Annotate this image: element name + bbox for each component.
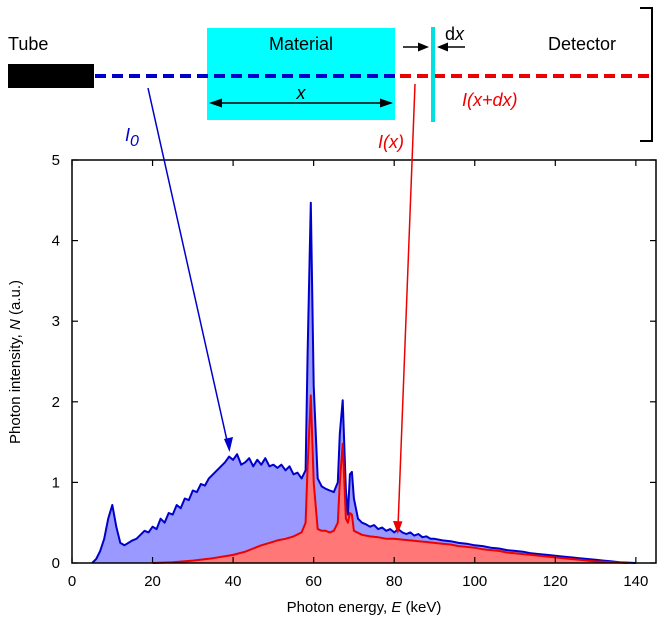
x-tick-label: 0	[68, 573, 76, 590]
ix-leader-arrow	[397, 83, 416, 528]
y-tick-label: 2	[52, 394, 60, 411]
x-axis-title-unit: (keV)	[401, 599, 441, 616]
x-tick-label: 120	[543, 573, 568, 590]
i0-leader-arrow	[147, 87, 229, 446]
detector-bracket	[640, 7, 653, 142]
tube-block	[8, 64, 94, 88]
slice-dx	[431, 27, 435, 122]
material-label: Material	[269, 34, 333, 54]
i0-label: I0	[125, 125, 139, 150]
x-axis-title-var: E	[391, 599, 402, 616]
y-tick-label: 0	[52, 555, 60, 572]
ticks-layer: 0 20 40 60 80 100 120 140 0 1 2 3 4 5	[52, 152, 656, 590]
x-tick-label: 60	[305, 573, 322, 590]
dx-label-x: x	[454, 24, 465, 44]
i0-leader-arrowhead	[224, 437, 233, 452]
y-tick-label: 3	[52, 313, 60, 330]
series-1-line	[152, 394, 628, 564]
x-axis-title-prefix: Photon energy,	[287, 599, 392, 616]
chart: 0 20 40 60 80 100 120 140 0 1 2 3 4 5 Photon energy, …	[7, 83, 657, 616]
series-0-line	[91, 201, 636, 564]
ixdx-label: I(x+dx)	[462, 90, 518, 110]
y-axis-title-var: N	[7, 319, 24, 330]
dx-label-d: d	[445, 24, 455, 44]
x-axis-title: Photon energy, E (keV)	[287, 599, 442, 616]
y-tick-label: 1	[52, 474, 60, 491]
x-tick-label: 80	[386, 573, 403, 590]
detector-label: Detector	[548, 34, 616, 54]
y-tick-label: 5	[52, 152, 60, 169]
dx-arrowhead-left	[418, 42, 429, 52]
ix-leader-arrowhead	[393, 521, 403, 534]
ix-label: I(x)	[378, 132, 404, 152]
y-tick-label: 4	[52, 233, 60, 250]
y-axis-title-unit: (a.u.)	[7, 280, 24, 319]
dx-arrowhead-right	[437, 42, 448, 52]
dx-label: dx	[445, 24, 465, 44]
plot-frame	[71, 159, 657, 564]
x-label: x	[296, 83, 307, 103]
x-tick-label: 40	[225, 573, 242, 590]
x-tick-label: 100	[462, 573, 487, 590]
x-tick-label: 20	[144, 573, 161, 590]
series-0-area	[92, 202, 636, 563]
x-tick-label: 140	[623, 573, 648, 590]
y-axis-title-prefix: Photon intensity,	[7, 330, 24, 444]
x-arrowhead-right	[380, 98, 393, 108]
i0-label-main: I	[125, 125, 130, 145]
diagram: Tube Material x dx Detector I(x+dx) I(x)…	[8, 7, 653, 152]
series-layer	[91, 201, 636, 564]
i0-label-sub: 0	[130, 133, 139, 150]
tube-label: Tube	[8, 34, 48, 54]
y-axis-title: Photon intensity, N (a.u.)	[7, 280, 24, 444]
x-arrowhead-left	[209, 98, 222, 108]
